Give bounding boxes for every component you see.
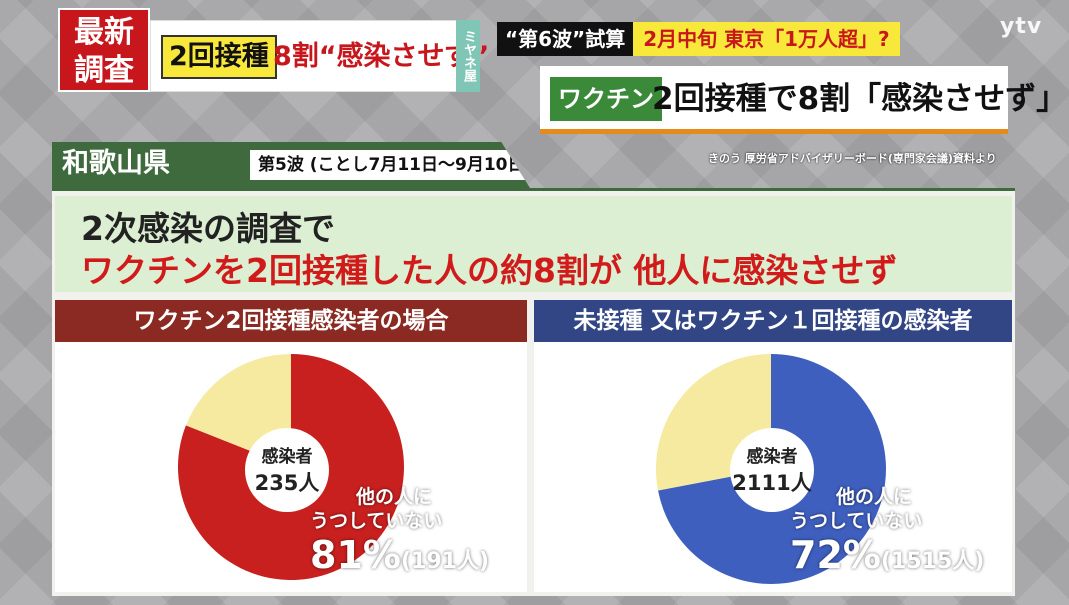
right-chart-title: 未接種 又はワクチン１回接種の感染者	[534, 300, 1012, 342]
right-headline-caption: ワクチン 2回接種で8割「感染させず」	[540, 66, 1067, 134]
left-callout-percent: 81%	[310, 533, 401, 577]
topic-yellow-label: 2月中旬 東京「1万人超」?	[633, 22, 900, 56]
prefecture-header: 和歌山県 第5波 (ことし7月11日～9月10日)	[52, 142, 530, 188]
summary-line-1: 2次感染の調査で	[81, 209, 335, 248]
right-callout: 他の人に うつしていない 72%(1515人)	[790, 485, 984, 577]
topic-bar: “第6波”試算 2月中旬 東京「1万人超」?	[497, 22, 900, 56]
badge-line-2: 調査	[74, 53, 134, 88]
left-headline-tag: 2回接種	[161, 35, 277, 79]
right-callout-count: (1515人)	[880, 549, 985, 574]
left-callout-line-1: 他の人に	[356, 486, 433, 508]
period-label: 第5波 (ことし7月11日～9月10日)	[250, 150, 530, 180]
right-callout-line-1: 他の人に	[836, 486, 913, 508]
left-center-label: 感染者 235人	[245, 428, 329, 512]
prefecture-name: 和歌山県	[62, 148, 170, 179]
left-callout-line-2: うつしていない	[310, 510, 443, 532]
left-headline-text: 8割“感染させず”	[273, 41, 490, 72]
right-center-value: 2111人	[732, 471, 812, 495]
left-callout: 他の人に うつしていない 81%(191人)	[310, 485, 489, 577]
summary-line-2: ワクチンを2回接種した人の約8割が 他人に感染させず	[81, 251, 898, 290]
right-callout-line-2: うつしていない	[790, 510, 923, 532]
channel-logo: ytv	[1000, 14, 1043, 39]
right-headline-tag: ワクチン	[550, 77, 662, 121]
source-note: きのう 厚労省アドバイザリーボード(専門家会議)資料より	[708, 152, 997, 165]
right-callout-percent: 72%	[790, 533, 881, 577]
right-headline-text: 2回接種で8割「感染させず」	[652, 81, 1068, 117]
badge-line-1: 最新	[74, 15, 134, 50]
left-chart-title: ワクチン2回接種感染者の場合	[55, 300, 527, 342]
latest-survey-badge: 最新 調査	[58, 8, 150, 92]
right-center-label: 感染者 2111人	[730, 428, 814, 512]
program-logo: ミヤネ屋	[456, 20, 480, 92]
summary-box: 2次感染の調査で ワクチンを2回接種した人の約8割が 他人に感染させず	[55, 196, 1012, 292]
left-center-title: 感染者	[261, 447, 313, 467]
right-center-title: 感染者	[746, 447, 798, 467]
left-center-value: 235人	[254, 471, 320, 495]
left-callout-count: (191人)	[400, 549, 490, 574]
left-headline-caption: 2回接種 8割“感染させず”	[150, 20, 489, 92]
topic-dark-label: “第6波”試算	[497, 22, 634, 56]
